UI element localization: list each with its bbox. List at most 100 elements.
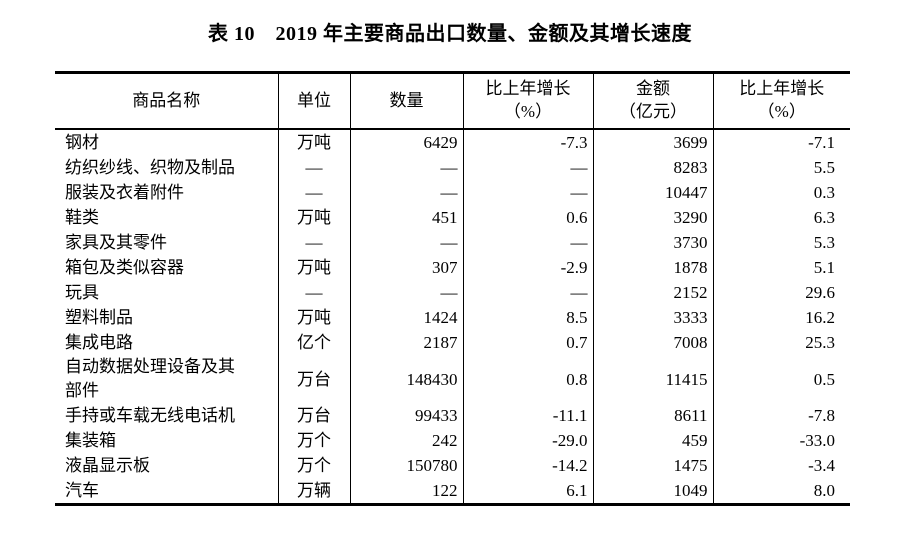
table-row: 集装箱 万个 242 -29.0 459 -33.0 (55, 428, 850, 453)
unit-cell: 万吨 (278, 305, 351, 330)
commodity-export-table: 商品名称 单位 数量 比上年增长 （%） 金额 （亿元） 比上年增长 （%） 钢… (55, 71, 850, 506)
quantity-cell: 307 (350, 255, 464, 280)
amount-cell: 3290 (593, 205, 714, 230)
column-header-amount-growth: 比上年增长 （%） (713, 72, 850, 130)
table-row: 液晶显示板 万个 150780 -14.2 1475 -3.4 (55, 453, 850, 478)
quantity-growth-cell: 0.7 (463, 330, 594, 355)
quantity-cell: 1424 (350, 305, 464, 330)
unit-cell: 万个 (278, 428, 351, 453)
amount-growth-cell: -7.8 (808, 406, 835, 425)
quantity-growth-cell: — (463, 280, 594, 305)
commodity-name-cell: 手持或车载无线电话机 (55, 403, 279, 428)
quantity-growth-cell: 0.8 (463, 355, 594, 403)
table-row: 汽车 万辆 122 6.1 1049 8.0 (55, 478, 850, 505)
quantity-growth-cell: — (463, 180, 594, 205)
quantity-cell: — (350, 230, 464, 255)
unit-cell: 亿个 (278, 330, 351, 355)
commodity-name-cell: 鞋类 (55, 205, 279, 230)
amount-cell: 3699 (593, 129, 714, 155)
commodity-name-cell: 箱包及类似容器 (55, 255, 279, 280)
amount-growth-cell: 29.6 (805, 283, 835, 302)
column-header-quantity-growth: 比上年增长 （%） (463, 72, 594, 130)
quantity-growth-cell: -29.0 (463, 428, 594, 453)
unit-cell: 万吨 (278, 205, 351, 230)
quantity-cell: 2187 (350, 330, 464, 355)
unit-cell: 万台 (278, 355, 351, 403)
quantity-cell: 150780 (350, 453, 464, 478)
table-row: 箱包及类似容器 万吨 307 -2.9 1878 5.1 (55, 255, 850, 280)
table-row: 鞋类 万吨 451 0.6 3290 6.3 (55, 205, 850, 230)
quantity-cell: 148430 (350, 355, 464, 403)
table-header-row: 商品名称 单位 数量 比上年增长 （%） 金额 （亿元） 比上年增长 （%） (55, 72, 850, 130)
amount-growth-cell: 5.5 (813, 158, 835, 177)
amount-growth-cell: -3.4 (808, 456, 835, 475)
quantity-growth-cell: -11.1 (463, 403, 594, 428)
quantity-cell: — (350, 155, 464, 180)
quantity-growth-cell: -14.2 (463, 453, 594, 478)
column-header-commodity-name: 商品名称 (55, 72, 279, 130)
unit-cell: 万吨 (278, 129, 351, 155)
quantity-growth-cell: — (463, 230, 594, 255)
column-header-amount: 金额 （亿元） (593, 72, 714, 130)
page-title: 表 10 2019 年主要商品出口数量、金额及其增长速度 (208, 23, 692, 45)
quantity-cell: 451 (350, 205, 464, 230)
quantity-growth-cell: 0.6 (463, 205, 594, 230)
unit-cell: 万个 (278, 453, 351, 478)
table-row: 玩具 — — — 2152 29.6 (55, 280, 850, 305)
unit-cell: — (278, 180, 351, 205)
quantity-cell: 6429 (350, 129, 464, 155)
commodity-name-cell: 纺织纱线、织物及制品 (55, 155, 279, 180)
commodity-name-cell: 服装及衣着附件 (55, 180, 279, 205)
amount-growth-cell: 25.3 (805, 333, 835, 352)
table-row: 家具及其零件 — — — 3730 5.3 (55, 230, 850, 255)
commodity-name-cell: 塑料制品 (55, 305, 279, 330)
commodity-name-cell: 自动数据处理设备及其 部件 (55, 355, 279, 403)
unit-cell: 万吨 (278, 255, 351, 280)
commodity-name-cell: 集成电路 (55, 330, 279, 355)
commodity-name-cell: 集装箱 (55, 428, 279, 453)
unit-cell: — (278, 280, 351, 305)
table-row: 手持或车载无线电话机 万台 99433 -11.1 8611 -7.8 (55, 403, 850, 428)
amount-cell: 3333 (593, 305, 714, 330)
amount-cell: 459 (593, 428, 714, 453)
commodity-name-cell: 汽车 (55, 478, 279, 505)
amount-cell: 8283 (593, 155, 714, 180)
column-header-quantity: 数量 (350, 72, 464, 130)
unit-cell: — (278, 230, 351, 255)
amount-growth-cell: 6.3 (813, 208, 835, 227)
amount-cell: 7008 (593, 330, 714, 355)
quantity-growth-cell: 6.1 (463, 478, 594, 505)
quantity-growth-cell: — (463, 155, 594, 180)
amount-growth-cell: 8.0 (813, 481, 835, 500)
quantity-growth-cell: 8.5 (463, 305, 594, 330)
amount-cell: 3730 (593, 230, 714, 255)
unit-cell: — (278, 155, 351, 180)
quantity-cell: — (350, 180, 464, 205)
commodity-name-cell: 家具及其零件 (55, 230, 279, 255)
table-row: 钢材 万吨 6429 -7.3 3699 -7.1 (55, 129, 850, 155)
amount-growth-cell: 16.2 (805, 308, 835, 327)
quantity-cell: 99433 (350, 403, 464, 428)
commodity-name-cell: 钢材 (55, 129, 279, 155)
table-row: 集成电路 亿个 2187 0.7 7008 25.3 (55, 330, 850, 355)
table-row: 塑料制品 万吨 1424 8.5 3333 16.2 (55, 305, 850, 330)
column-header-unit: 单位 (278, 72, 351, 130)
table-row: 自动数据处理设备及其 部件 万台 148430 0.8 11415 0.5 (55, 355, 850, 403)
amount-cell: 2152 (593, 280, 714, 305)
quantity-cell: — (350, 280, 464, 305)
amount-growth-cell: 0.5 (813, 369, 835, 389)
unit-cell: 万台 (278, 403, 351, 428)
amount-growth-cell: -33.0 (799, 431, 835, 450)
quantity-cell: 242 (350, 428, 464, 453)
quantity-growth-cell: -7.3 (463, 129, 594, 155)
quantity-growth-cell: -2.9 (463, 255, 594, 280)
unit-cell: 万辆 (278, 478, 351, 505)
amount-cell: 1475 (593, 453, 714, 478)
amount-cell: 8611 (593, 403, 714, 428)
amount-growth-cell: -7.1 (808, 133, 835, 152)
table-row: 纺织纱线、织物及制品 — — — 8283 5.5 (55, 155, 850, 180)
amount-growth-cell: 5.1 (813, 258, 835, 277)
table-row: 服装及衣着附件 — — — 10447 0.3 (55, 180, 850, 205)
commodity-name-cell: 液晶显示板 (55, 453, 279, 478)
commodity-name-cell: 玩具 (55, 280, 279, 305)
